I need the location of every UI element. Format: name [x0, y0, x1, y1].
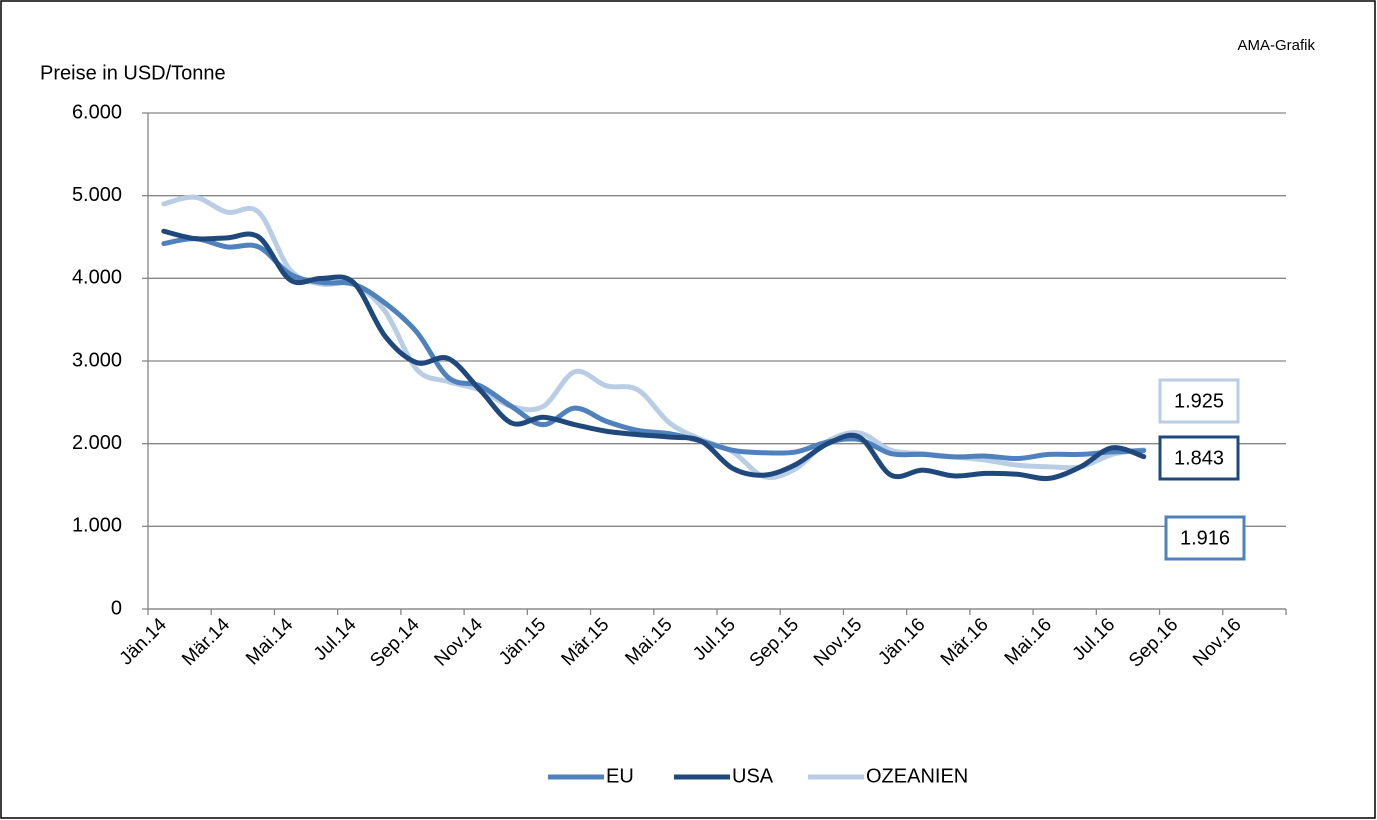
y-tick-label: 4.000: [72, 267, 122, 289]
annotation-label: 1.925: [1174, 390, 1224, 412]
y-tick-label: 0: [111, 597, 122, 619]
legend-label: USA: [732, 765, 774, 787]
y-tick-label: 1.000: [72, 515, 122, 537]
y-tick-label: 6.000: [72, 101, 122, 123]
y-tick-label: 5.000: [72, 184, 122, 206]
y-tick-label: 3.000: [72, 349, 122, 371]
y-tick-label: 2.000: [72, 432, 122, 454]
annotation-label: 1.916: [1180, 527, 1230, 549]
annotation-box: [1164, 515, 1246, 561]
source-note: AMA-Grafik: [1237, 37, 1315, 54]
legend-label: EU: [606, 765, 634, 787]
annotation-label: 1.843: [1174, 447, 1224, 469]
annotation-box: [1158, 435, 1240, 481]
annotation-box: [1158, 378, 1240, 424]
series-line: [161, 236, 1147, 462]
series-line: [161, 228, 1147, 482]
y-axis-title: Preise in USD/Tonne: [40, 62, 226, 84]
legend-label: OZEANIEN: [866, 765, 968, 787]
